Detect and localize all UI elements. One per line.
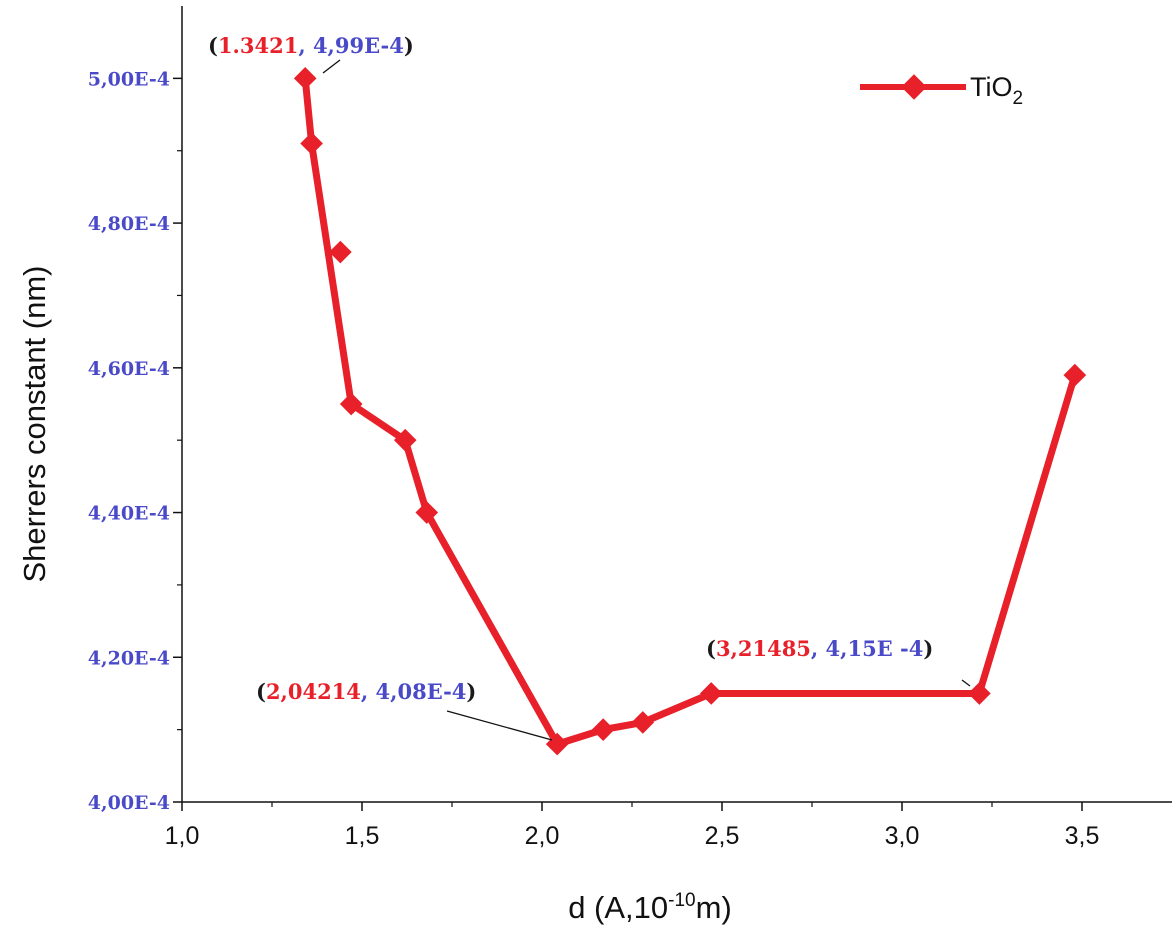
data-point (293, 67, 317, 90)
data-point (968, 682, 991, 705)
annotation-label: (3,21485, 4,15E -4) (706, 636, 933, 661)
series-line (301, 74, 1079, 748)
annotation-open-paren: ( (706, 636, 716, 661)
annotation-leader (322, 59, 341, 74)
annotation-leader (446, 710, 553, 741)
annotation-x-value: 3,21485 (716, 636, 811, 661)
annotation-y-value: 4,15E -4 (826, 636, 924, 661)
x-axis-title: d (A,10-10m) (568, 890, 732, 925)
annotation-label: (2,04214, 4,08E-4) (256, 679, 476, 704)
y-tick-label: 4,20E-4 (88, 647, 170, 669)
annotation-label: (1.3421, 4,99E-4) (208, 33, 414, 58)
y-axis-title: Sherrers constant (nm) (17, 266, 52, 583)
annotation-open-paren: ( (208, 33, 218, 58)
x-tick-label: 2,0 (525, 822, 560, 850)
x-tick-label: 1,5 (345, 822, 380, 850)
data-point (393, 428, 417, 452)
legend-label-main: TiO (970, 72, 1013, 102)
x-axis-title-unit: m) (696, 890, 732, 925)
x-axis-title-superscript: -10 (668, 890, 695, 911)
x-tick-label: 1,0 (165, 822, 200, 850)
x-tick-labels: 1,0 1,5 2,0 2,5 3,0 3,5 (165, 822, 1100, 850)
y-tick-label: 4,00E-4 (88, 792, 170, 814)
y-tick-label: 4,80E-4 (88, 213, 170, 235)
axes (173, 6, 1172, 811)
x-tick-label: 2,5 (705, 822, 740, 850)
y-tick-labels: 4,00E-4 4,20E-4 4,40E-4 4,60E-4 4,80E-4 5,00E… (88, 68, 170, 814)
annotation-open-paren: ( (256, 679, 266, 704)
y-tick-label: 4,40E-4 (88, 503, 170, 525)
data-point (415, 501, 439, 524)
data-point (545, 732, 569, 756)
annotation-y-value: 4,08E-4 (376, 679, 467, 704)
x-tick-label: 3,5 (1065, 822, 1100, 850)
annotation-x-value: 1.3421 (218, 33, 298, 58)
legend: TiO2 (860, 72, 1023, 109)
data-point (631, 711, 655, 734)
annotation-close-paren: ) (923, 636, 933, 661)
annotation-leader (961, 679, 971, 687)
data-point (699, 682, 723, 705)
annotation-separator: , (298, 33, 313, 58)
legend-label: TiO2 (970, 72, 1023, 109)
annotation-close-paren: ) (466, 679, 476, 704)
data-point (339, 392, 363, 416)
legend-label-subscript: 2 (1013, 88, 1024, 109)
annotation-x-value: 2,04214 (266, 679, 361, 704)
annotations: (1.3421, 4,99E-4)(2,04214, 4,08E-4)(3,21… (208, 33, 971, 741)
annotation-separator: , (361, 679, 376, 704)
data-point (329, 240, 352, 264)
y-tick-label: 5,00E-4 (88, 68, 170, 90)
x-axis-title-main: d (A,10 (568, 890, 668, 925)
annotation-close-paren: ) (404, 33, 414, 58)
y-tick-label: 4,60E-4 (88, 358, 170, 380)
annotation-y-value: 4,99E-4 (313, 33, 404, 58)
x-tick-label: 3,0 (885, 822, 920, 850)
series-layer (293, 67, 1087, 756)
legend-marker (901, 74, 927, 100)
data-point (591, 718, 615, 741)
annotation-separator: , (811, 636, 826, 661)
data-point (1063, 363, 1087, 387)
data-point (300, 132, 323, 155)
